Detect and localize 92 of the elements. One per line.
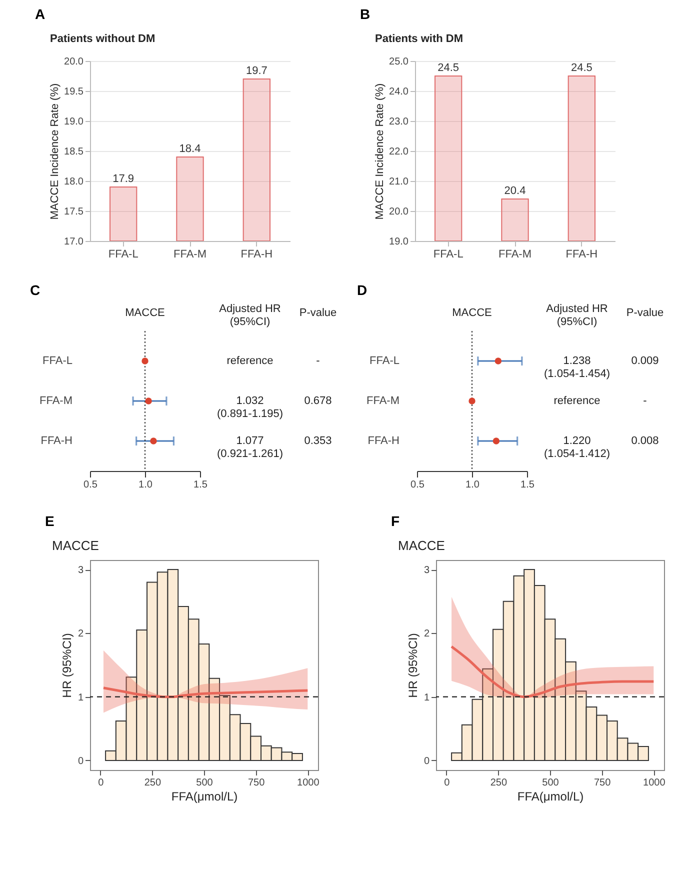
text: 0.009 <box>631 355 659 367</box>
y-tick-label: FFA-H <box>40 435 73 447</box>
text: 0.678 <box>304 395 332 407</box>
y-tick-label: 20.0 <box>64 56 84 68</box>
x-tick-label: 250 <box>144 778 162 788</box>
y-tick-label: 22.0 <box>389 146 409 158</box>
x-tick-label: FFA-H <box>566 248 598 260</box>
y-tick-label: 21.0 <box>389 176 409 188</box>
x-tick-label: 1.0 <box>466 480 480 490</box>
y-tick-label: 2 <box>424 628 430 640</box>
text: F <box>391 513 400 529</box>
x-tick-label: 1.0 <box>138 480 153 490</box>
text: reference <box>226 355 274 367</box>
x-tick-label: 750 <box>248 778 266 788</box>
y-tick-label: FFA-M <box>366 395 400 407</box>
text: 1.077 (0.921-1.261) <box>216 435 284 460</box>
x-tick-label: 0.5 <box>410 480 425 490</box>
text: E <box>45 513 54 529</box>
y-axis-title: MACCE Incidence Rate (%) <box>374 83 386 220</box>
y-axis-title: MACCE Incidence Rate (%) <box>49 83 62 220</box>
x-tick-label: 0 <box>444 778 450 788</box>
text: - <box>316 355 320 367</box>
x-tick-label: 1000 <box>643 778 666 788</box>
y-tick-label: 17.0 <box>64 236 84 248</box>
y-tick-label: FFA-L <box>370 355 400 367</box>
chart-title: MACCE <box>52 538 100 553</box>
y-tick-label: 18.0 <box>64 176 84 188</box>
y-tick-label: 19.5 <box>64 86 84 98</box>
x-tick-label: 0 <box>98 778 104 788</box>
y-tick-label: 0 <box>78 756 84 767</box>
y-tick-label: 17.5 <box>64 206 84 218</box>
x-tick-label: 750 <box>594 778 612 788</box>
x-tick-label: 1.5 <box>520 480 535 490</box>
text: Adjusted HR (95%CI) <box>546 303 608 328</box>
y-tick-label: 19.0 <box>64 116 84 128</box>
x-tick-label: 500 <box>196 778 214 788</box>
x-tick-label: FFA-M <box>498 248 532 260</box>
text: A <box>35 6 46 22</box>
text: reference <box>554 395 600 407</box>
y-tick-label: 25.0 <box>389 56 409 68</box>
text: 0.353 <box>304 435 332 447</box>
chart-title: Patients with DM <box>375 33 464 45</box>
x-axis-title: FFA(μmol/L) <box>171 790 238 804</box>
text: 0.008 <box>631 435 659 447</box>
x-tick-label: 1000 <box>297 778 320 788</box>
chart-title: MACCE <box>398 538 446 553</box>
x-tick-label: 1.5 <box>194 480 208 490</box>
y-tick-label: 2 <box>78 628 84 640</box>
x-tick-label: FFA-L <box>433 248 464 260</box>
data-label: 24.5 <box>570 62 592 74</box>
text: P-value <box>299 307 337 319</box>
y-tick-label: FFA-L <box>42 355 72 367</box>
x-tick-label: FFA-H <box>240 248 273 260</box>
y-tick-label: 19.0 <box>389 236 409 248</box>
chart-title: MACCE <box>452 307 492 319</box>
text: B <box>360 6 370 22</box>
chart-title: Patients without DM <box>50 33 156 45</box>
data-label: 17.9 <box>112 173 134 185</box>
line-series <box>450 645 655 698</box>
x-axis-title: FFA(μmol/L) <box>517 790 584 804</box>
line-series <box>102 686 309 698</box>
text: D <box>357 282 368 298</box>
y-tick-label: 20.0 <box>389 206 409 218</box>
data-label: 24.5 <box>438 62 460 74</box>
text: Adjusted HR (95%CI) <box>219 303 281 328</box>
text: 1.032 (0.891-1.195) <box>216 395 284 420</box>
x-tick-label: 500 <box>542 778 560 788</box>
y-tick-label: FFA-H <box>368 435 400 447</box>
text: - <box>643 395 648 407</box>
y-tick-label: 24.0 <box>389 86 409 98</box>
x-tick-label: FFA-M <box>174 248 206 260</box>
data-label: 19.7 <box>246 65 268 77</box>
y-axis-title: HR (95%CI) <box>406 633 420 698</box>
x-tick-label: 250 <box>490 778 508 788</box>
x-tick-label: FFA-L <box>108 248 138 260</box>
y-tick-label: 1 <box>424 692 430 704</box>
text: P-value <box>626 307 664 319</box>
text: 1.220 (1.054-1.412) <box>544 435 610 460</box>
y-axis-title: HR (95%CI) <box>60 633 74 698</box>
text: C <box>30 282 40 298</box>
data-label: 18.4 <box>179 143 201 155</box>
text: 1.238 (1.054-1.454) <box>544 355 610 380</box>
y-tick-label: FFA-M <box>40 395 72 407</box>
data-label: 20.4 <box>504 185 526 197</box>
x-tick-label: 0.5 <box>84 480 98 490</box>
y-tick-label: 1 <box>78 692 84 704</box>
y-tick-label: 23.0 <box>389 116 409 128</box>
y-tick-label: 3 <box>78 565 84 576</box>
chart-title: MACCE <box>125 307 165 319</box>
y-tick-label: 3 <box>424 565 430 576</box>
y-tick-label: 0 <box>424 756 430 767</box>
y-tick-label: 18.5 <box>64 146 84 158</box>
